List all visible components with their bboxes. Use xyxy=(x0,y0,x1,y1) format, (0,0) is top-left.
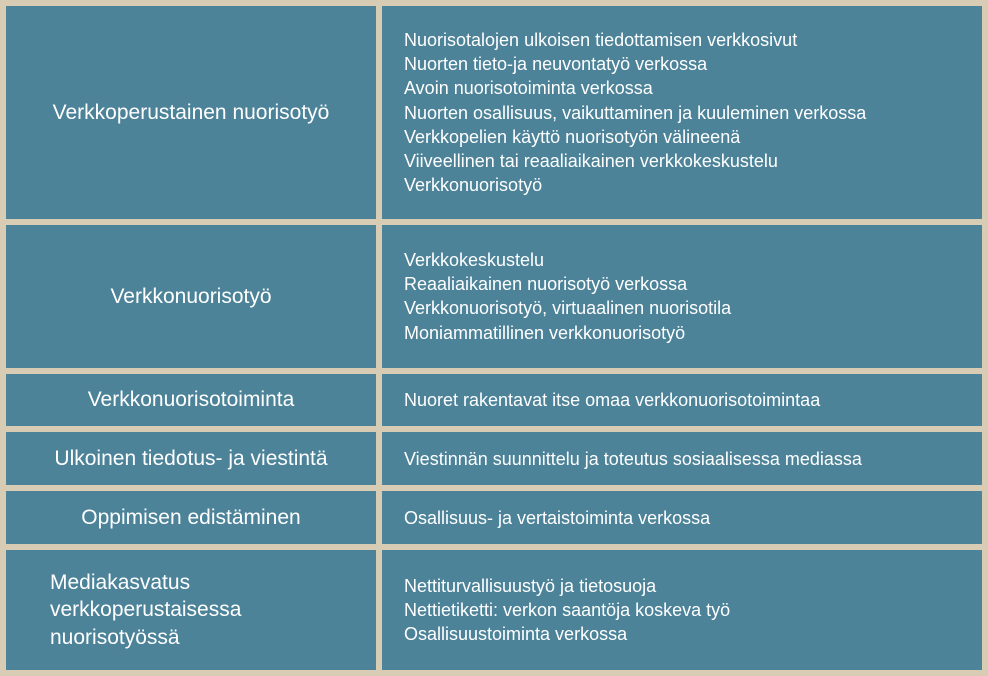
category-item: Nettiturvallisuustyö ja tietosuoja xyxy=(404,574,656,598)
category-header-cell: Verkkoperustainen nuorisotyö xyxy=(6,6,376,219)
category-item: Verkkonuorisotyö, virtuaalinen nuorisoti… xyxy=(404,296,731,320)
table-row: Verkkonuorisotoiminta Nuoret rakentavat i… xyxy=(6,374,982,427)
category-header: Oppimisen edistäminen xyxy=(81,504,300,531)
category-items-cell: Nuoret rakentavat itse omaa verkkonuoris… xyxy=(382,374,982,427)
category-items-cell: Osallisuus- ja vertaistoiminta verkossa xyxy=(382,491,982,544)
category-item: Osallisuustoiminta verkossa xyxy=(404,622,627,646)
category-header-cell: Ulkoinen tiedotus- ja viestintä xyxy=(6,432,376,485)
category-item: Nuorten osallisuus, vaikuttaminen ja kuu… xyxy=(404,101,866,125)
category-items-cell: Nuorisotalojen ulkoisen tiedottamisen ve… xyxy=(382,6,982,219)
category-item: Reaaliaikainen nuorisotyö verkossa xyxy=(404,272,687,296)
category-item: Nuorten tieto-ja neuvontatyö verkossa xyxy=(404,52,707,76)
table-row: Oppimisen edistäminen Osallisuus- ja vert… xyxy=(6,491,982,544)
category-item: Nuoret rakentavat itse omaa verkkonuoris… xyxy=(404,388,820,412)
table-row: Ulkoinen tiedotus- ja viestintä Viestinnä… xyxy=(6,432,982,485)
category-item: Viestinnän suunnittelu ja toteutus sosia… xyxy=(404,447,862,471)
category-item: Verkkokeskustelu xyxy=(404,248,544,272)
category-item: Nettietiketti: verkon saantöja koskeva t… xyxy=(404,598,730,622)
category-item: Osallisuus- ja vertaistoiminta verkossa xyxy=(404,506,710,530)
category-header: Verkkonuorisotyö xyxy=(110,283,271,310)
category-table: Verkkoperustainen nuorisotyö Nuorisotaloj… xyxy=(6,6,982,670)
category-header-cell: Oppimisen edistäminen xyxy=(6,491,376,544)
category-header-cell: Verkkonuorisotyö xyxy=(6,225,376,367)
category-item: Avoin nuorisotoiminta verkossa xyxy=(404,76,653,100)
category-item: Nuorisotalojen ulkoisen tiedottamisen ve… xyxy=(404,28,797,52)
category-items-cell: Viestinnän suunnittelu ja toteutus sosia… xyxy=(382,432,982,485)
category-header: Verkkonuorisotoiminta xyxy=(88,386,295,413)
category-items-cell: Nettiturvallisuustyö ja tietosuojaNettie… xyxy=(382,550,982,670)
category-items-cell: VerkkokeskusteluReaaliaikainen nuorisoty… xyxy=(382,225,982,367)
category-header: Mediakasvatus verkkoperustaisessa nuoris… xyxy=(50,569,356,651)
category-item: Verkkonuorisotyö xyxy=(404,173,542,197)
table-row: Mediakasvatus verkkoperustaisessa nuoris… xyxy=(6,550,982,670)
table-row: Verkkonuorisotyö VerkkokeskusteluReaaliai… xyxy=(6,225,982,367)
category-header: Ulkoinen tiedotus- ja viestintä xyxy=(54,445,327,472)
category-item: Moniammatillinen verkkonuorisotyö xyxy=(404,321,685,345)
category-header-cell: Mediakasvatus verkkoperustaisessa nuoris… xyxy=(6,550,376,670)
category-header: Verkkoperustainen nuorisotyö xyxy=(53,99,330,126)
category-item: Viiveellinen tai reaaliaikainen verkkoke… xyxy=(404,149,778,173)
category-header-cell: Verkkonuorisotoiminta xyxy=(6,374,376,427)
category-item: Verkkopelien käyttö nuorisotyön välineen… xyxy=(404,125,740,149)
table-row: Verkkoperustainen nuorisotyö Nuorisotaloj… xyxy=(6,6,982,219)
